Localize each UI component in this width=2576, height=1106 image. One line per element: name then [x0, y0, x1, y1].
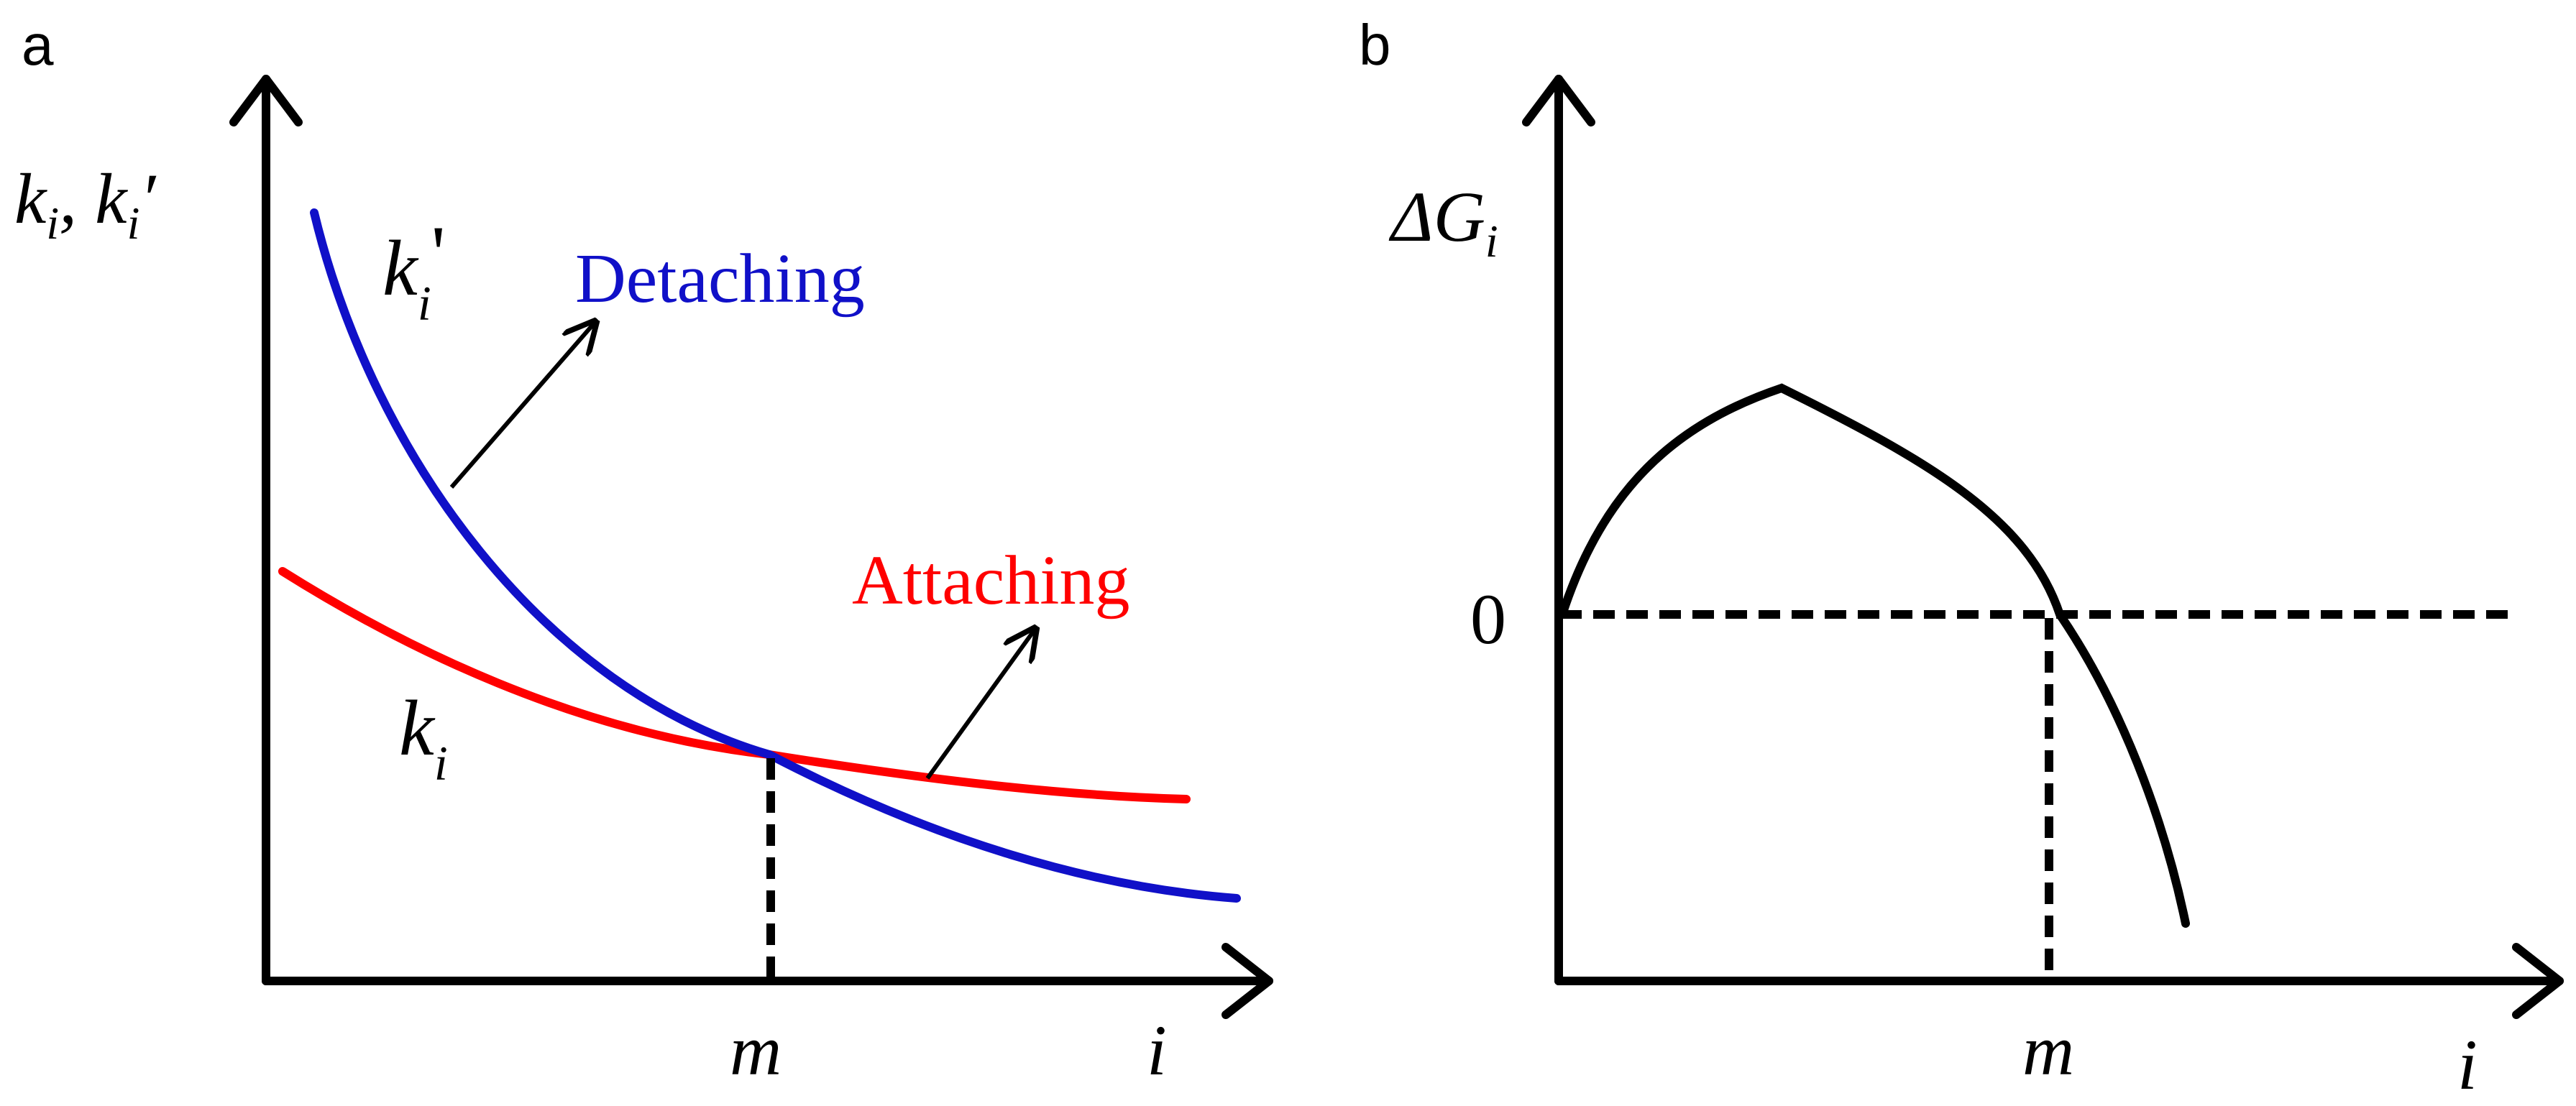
- panel-b-axes: [1522, 75, 2564, 1019]
- attaching-curve-label: ki: [399, 684, 448, 791]
- detaching-pointer-arrow: [449, 322, 595, 489]
- panel-b-x-arrowhead: [2512, 943, 2564, 1019]
- zero-label: 0: [1470, 579, 1506, 659]
- attaching-pointer-arrow: [925, 629, 1035, 780]
- detaching-curve: [310, 208, 1241, 903]
- panel-b-label: b: [1359, 13, 1391, 77]
- panel-a-x-axis-label: i: [1147, 1010, 1167, 1090]
- panel-a-axes: [229, 75, 1273, 1019]
- panel-a-y-axis-label: ki, ki′: [14, 159, 157, 249]
- panel-b-x-axis-label: i: [2457, 1025, 2478, 1105]
- panel-b-y-arrowhead: [1522, 75, 1595, 126]
- panel-a-m-label: m: [730, 1010, 781, 1090]
- panel-b-m-label: m: [2022, 1010, 2074, 1090]
- panel-b-y-axis-label: ΔGi: [1388, 177, 1498, 267]
- detaching-text: Detaching: [575, 240, 865, 318]
- panel-a-label: a: [22, 13, 54, 77]
- panel-a-y-arrowhead: [229, 75, 303, 126]
- panel-b: b ΔGi 0 m i: [1359, 13, 2564, 1105]
- delta-g-curve: [1558, 383, 2190, 928]
- attaching-text: Attaching: [852, 542, 1129, 619]
- panel-a: a ki, ki′ ki' ki Detaching Attaching m i: [14, 13, 1273, 1090]
- detaching-curve-label: ki': [382, 210, 446, 331]
- panel-a-x-arrowhead: [1221, 943, 1273, 1019]
